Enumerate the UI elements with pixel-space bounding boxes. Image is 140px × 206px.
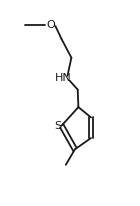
Text: HN: HN — [55, 73, 71, 83]
Text: S: S — [55, 121, 62, 131]
Text: O: O — [46, 20, 55, 30]
